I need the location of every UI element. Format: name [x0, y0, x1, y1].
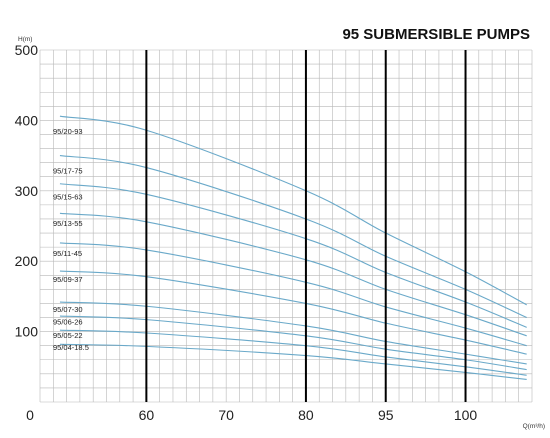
series-label: 95/04-18.5 — [53, 343, 89, 352]
y-tick-label: 200 — [15, 253, 39, 269]
series-labels: 95/20-93 95/17-75 95/15-63 95/13-55 95/11-45… — [53, 127, 89, 352]
curve-95-20-93 — [59, 115, 527, 306]
x-tick-label: 100 — [454, 407, 478, 423]
x-tick-label: 70 — [218, 407, 234, 423]
grid — [39, 49, 533, 403]
y-tick-label: 100 — [15, 324, 39, 340]
curve-95-09-37 — [59, 270, 527, 355]
series-label: 95/13-55 — [53, 219, 83, 228]
x-tick-label: 95 — [378, 407, 394, 423]
x-tick-label: 80 — [298, 407, 314, 423]
chart-title: 95 SUBMERSIBLE PUMPS — [342, 26, 530, 43]
x-tick-label: 60 — [139, 407, 155, 423]
y-tick-label: 500 — [15, 42, 39, 58]
curve-95-04-18-5 — [59, 343, 527, 381]
tick-labels: 60 70 80 95 100 100 200 300 400 500 — [15, 42, 478, 423]
x-origin-label: 0 — [26, 407, 34, 423]
highlight-lines — [145, 50, 467, 402]
curve-95-17-75 — [59, 155, 527, 319]
series-label: 95/17-75 — [53, 166, 83, 175]
x-axis-label: Q(m³/h) — [523, 423, 545, 430]
series-label: 95/09-37 — [53, 275, 83, 284]
curves — [59, 115, 527, 381]
curve-95-15-63 — [59, 183, 527, 328]
y-tick-label: 300 — [15, 183, 39, 199]
curve-95-11-45 — [59, 242, 527, 347]
series-label: 95/11-45 — [53, 249, 82, 258]
y-tick-label: 400 — [15, 112, 39, 128]
series-label: 95/15-63 — [53, 192, 83, 201]
series-label: 95/06-26 — [53, 318, 83, 327]
series-label: 95/05-22 — [53, 331, 83, 340]
series-label: 95/07-30 — [53, 305, 83, 314]
series-label: 95/20-93 — [53, 127, 83, 136]
y-axis-label: H(m) — [18, 36, 32, 43]
